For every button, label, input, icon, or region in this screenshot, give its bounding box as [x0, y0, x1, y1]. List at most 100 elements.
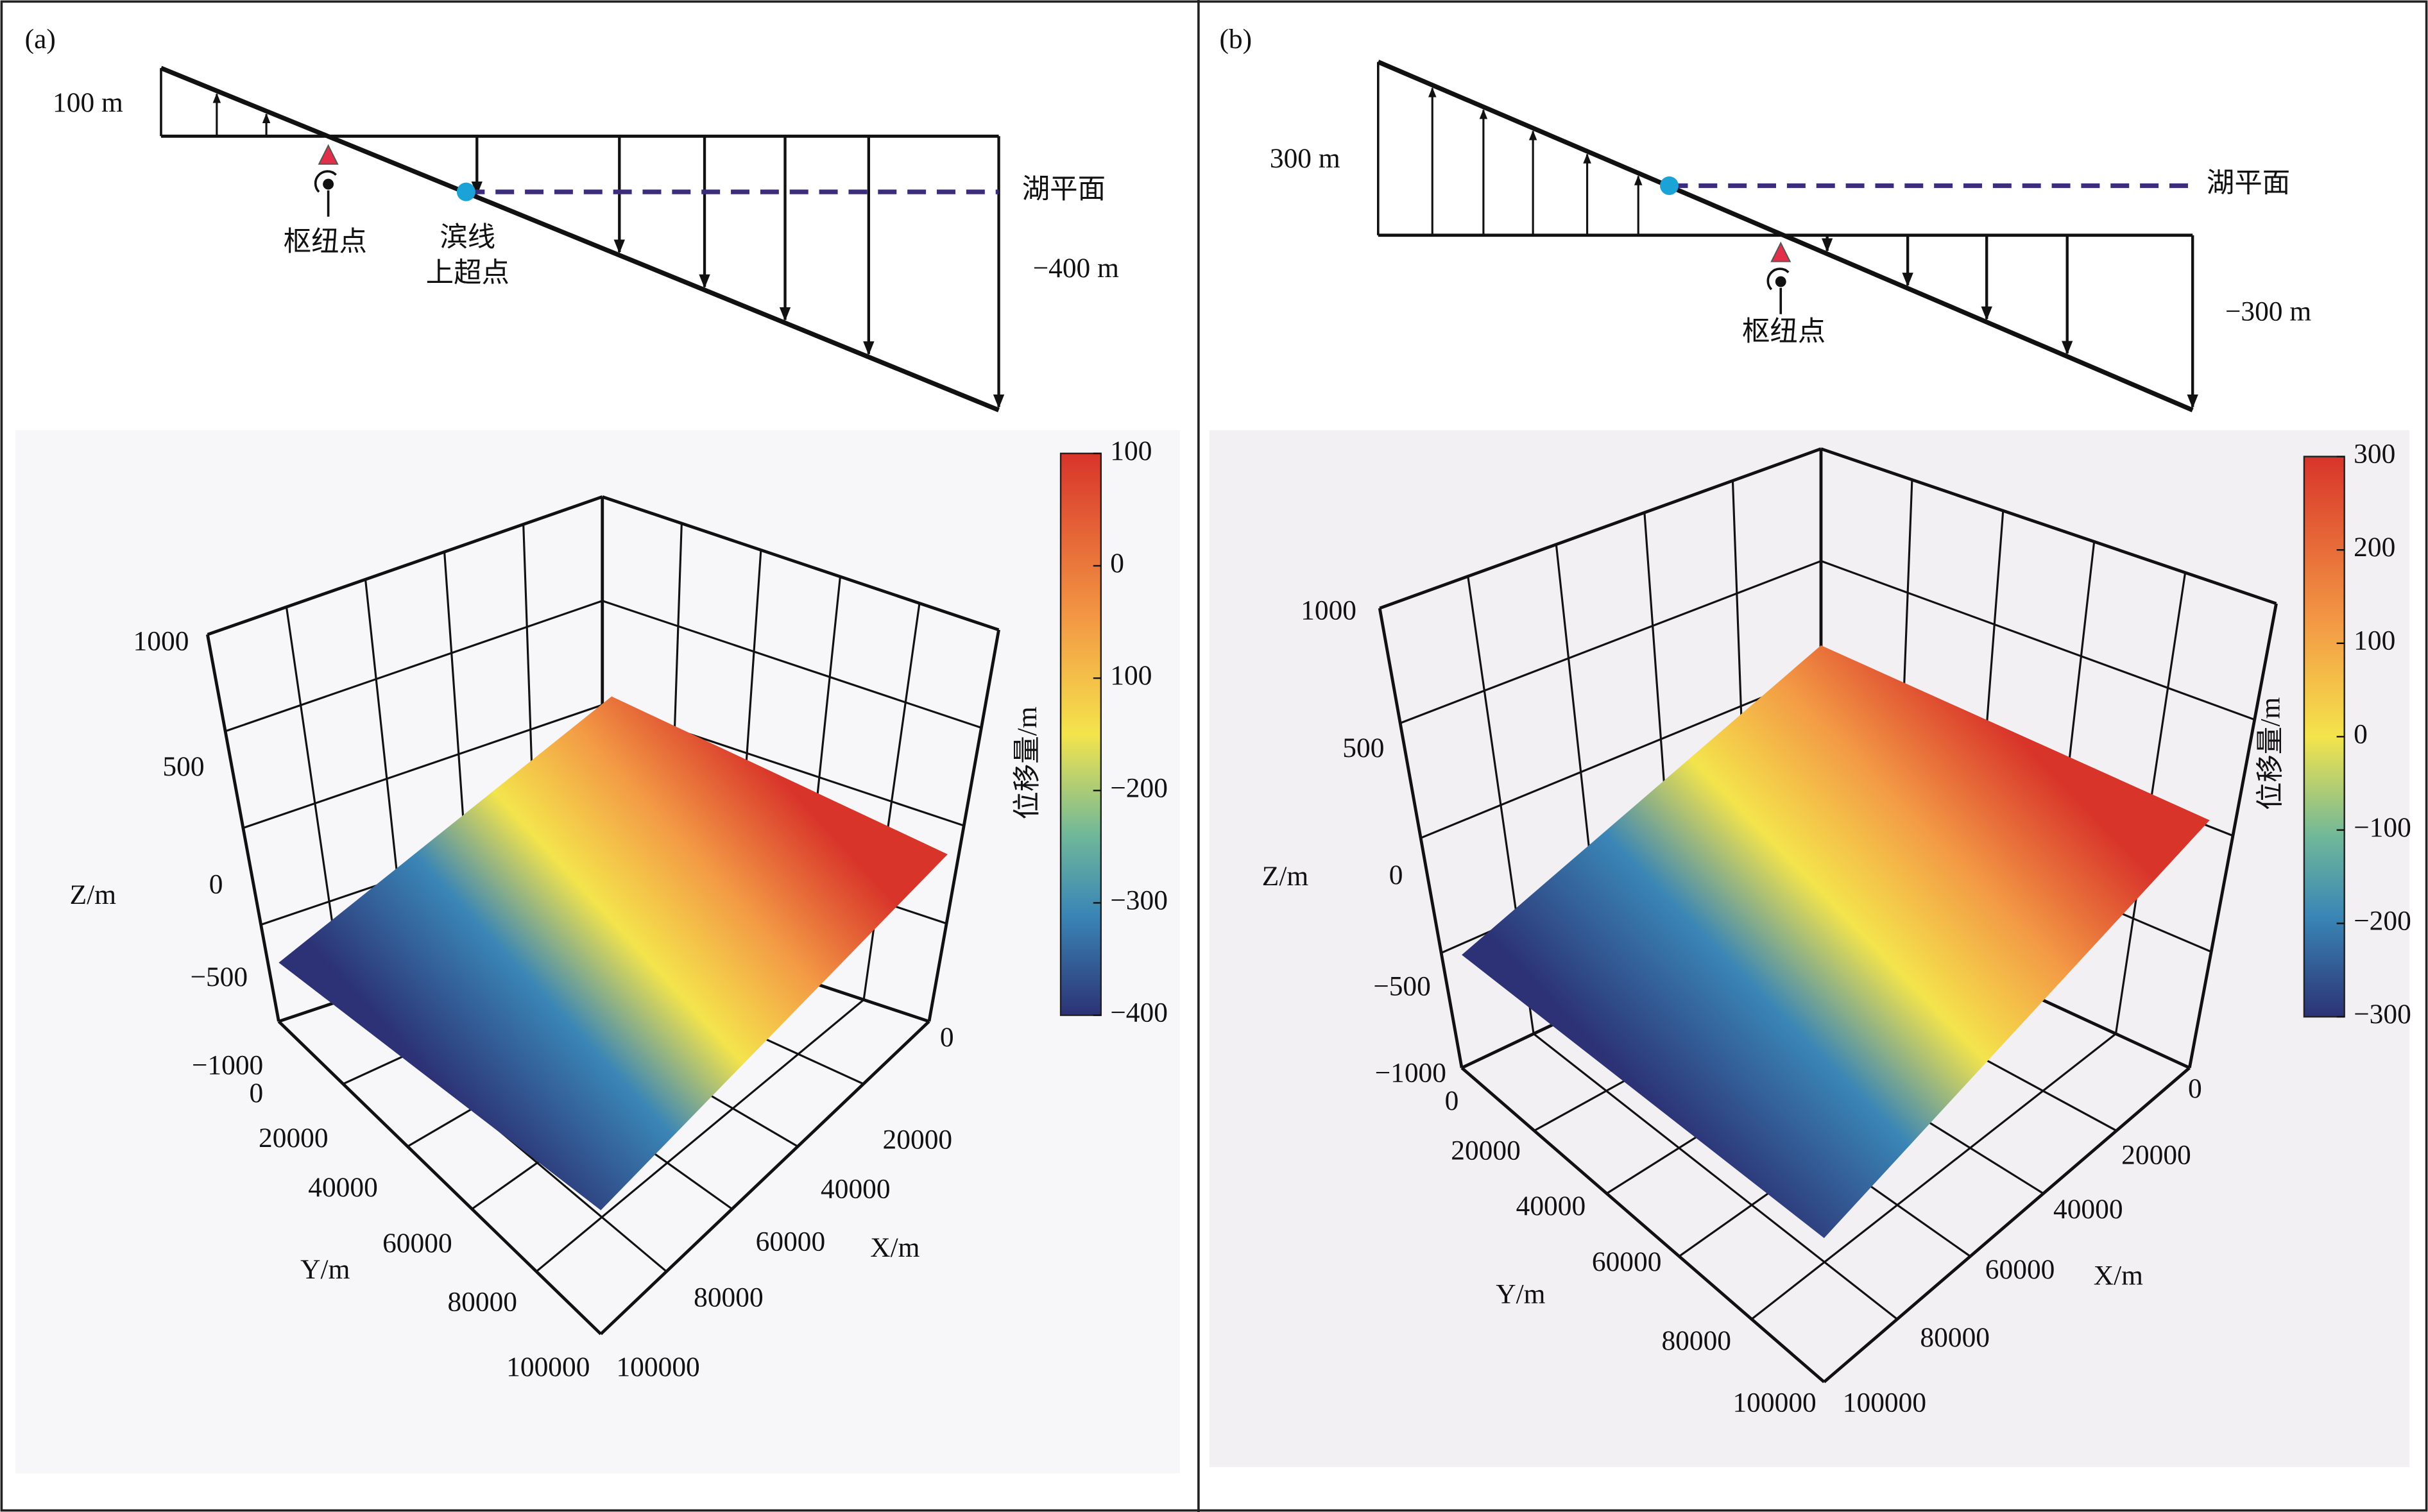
colorbar-tick-label: −200 [2354, 905, 2411, 936]
pivot-icon [323, 178, 334, 190]
x-tick-label: 60000 [1985, 1254, 2055, 1285]
grid-line [1533, 1033, 1898, 1320]
colorbar-tick-label: −200 [1110, 772, 1168, 803]
surface [278, 696, 948, 1210]
colorbar-tick-label: 200 [2354, 532, 2395, 563]
panel-label: (a) [25, 24, 56, 55]
x-axis-label: X/m [870, 1232, 919, 1263]
x-tick-label: 60000 [756, 1227, 826, 1257]
x-tick-label: 0 [940, 1022, 954, 1053]
amplitude-label: 300 m [1270, 143, 1340, 174]
grid-line [1820, 560, 2255, 721]
grid-line [535, 999, 865, 1273]
colorbar-tick-label: 100 [1110, 436, 1152, 466]
surface [1462, 645, 2210, 1238]
z-tick-label: 0 [1389, 860, 1403, 890]
x-tick-label: 80000 [694, 1282, 764, 1312]
y-tick-label: 0 [250, 1078, 264, 1109]
pivot-label: 枢纽点 [284, 226, 367, 257]
y-tick-label: 20000 [259, 1123, 329, 1153]
y-tick-label: 20000 [1451, 1135, 1521, 1166]
colorbar-tick-label: −400 [1110, 998, 1168, 1028]
pivot-marker [318, 144, 339, 165]
axis-line [601, 495, 1000, 632]
z-tick-label: −1000 [192, 1050, 263, 1081]
colorbar-tick-label: −300 [1110, 885, 1168, 915]
z-tick-label: 0 [209, 869, 223, 899]
pivot-icon [1766, 268, 1790, 291]
axis-line [207, 495, 603, 636]
axis-line [2187, 603, 2278, 1069]
colorbar-label: 位移量/m [1012, 706, 1043, 819]
lake-label: 湖平面 [2207, 167, 2290, 198]
x-axis-label: X/m [2094, 1261, 2143, 1291]
colorbar-tick-label: 100 [1110, 660, 1152, 691]
y-tick-label: 80000 [1661, 1325, 1731, 1356]
x-tick-label: 80000 [1920, 1322, 1990, 1353]
x-tick-label: 100000 [1843, 1388, 1926, 1418]
colorbar-tick-label: −300 [2354, 999, 2411, 1030]
x-tick-label: 100000 [616, 1352, 699, 1382]
z-tick-label: 1000 [1301, 595, 1356, 625]
shoreline-point [456, 182, 475, 201]
axis-line [1460, 1066, 1825, 1384]
x-tick-label: 40000 [2053, 1194, 2123, 1225]
axis-line [927, 629, 1000, 1022]
axis-line [277, 1020, 603, 1336]
z-tick-label: −1000 [1375, 1058, 1446, 1089]
colorbar [1059, 452, 1102, 1016]
x-tick-label: 40000 [821, 1174, 891, 1205]
z-tick-label: 500 [162, 751, 204, 782]
pivot-icon [1775, 276, 1786, 287]
y-tick-label: 60000 [382, 1228, 452, 1259]
z-axis-label: Z/m [70, 879, 117, 910]
z-tick-label: −500 [190, 962, 248, 992]
axis-line [206, 634, 280, 1022]
grid-line [602, 600, 982, 729]
grid-line [243, 704, 603, 829]
grid-line [1399, 560, 1822, 724]
y-tick-label: 100000 [506, 1352, 590, 1382]
y-tick-label: 60000 [1592, 1246, 1662, 1277]
colorbar-tick-label: 0 [2354, 718, 2368, 749]
z-tick-label: 1000 [133, 626, 189, 657]
y-tick-label: 40000 [1516, 1191, 1586, 1221]
onlap-label: 上超点 [426, 257, 509, 288]
x-tick-label: 0 [2188, 1073, 2202, 1104]
z-axis-label: Z/m [1262, 861, 1309, 892]
onlap-label: 滨线 [440, 222, 495, 253]
pivot-label: 枢纽点 [1742, 316, 1825, 347]
axis-line [599, 1020, 930, 1336]
colorbar-tick-label: 100 [2354, 625, 2395, 656]
colorbar-tick-label: 0 [1110, 548, 1124, 579]
grid-line [1420, 672, 1822, 839]
axis-line [1823, 1066, 2191, 1384]
y-axis-label: Y/m [1496, 1279, 1545, 1310]
shoreline-point [1660, 176, 1679, 195]
amplitude-label: −300 m [2225, 296, 2311, 327]
axis-line [1378, 607, 1464, 1069]
pivot-icon [314, 170, 337, 193]
x-tick-label: 20000 [883, 1124, 953, 1155]
colorbar-tick-label: −100 [2354, 812, 2411, 843]
x-tick-label: 20000 [2121, 1140, 2191, 1171]
amplitude-label: −400 m [1033, 253, 1119, 284]
colorbar-label: 位移量/m [2255, 697, 2286, 810]
lake-label: 湖平面 [1022, 174, 1106, 205]
axis-line [1379, 447, 1822, 610]
y-tick-label: 100000 [1732, 1388, 1816, 1418]
y-tick-label: 80000 [447, 1287, 517, 1318]
colorbar-tick-label: 300 [2354, 439, 2395, 470]
grid-line [225, 600, 603, 733]
axis-line [1820, 447, 2277, 606]
grid-line [1750, 1033, 2117, 1320]
z-tick-label: −500 [1373, 971, 1431, 1002]
y-tick-label: 0 [1445, 1085, 1459, 1116]
y-tick-label: 40000 [308, 1172, 378, 1203]
z-tick-label: 500 [1342, 733, 1384, 763]
y-axis-label: Y/m [300, 1254, 350, 1285]
pivot-marker [1770, 241, 1791, 262]
slope-line [160, 65, 1000, 412]
amplitude-label: 100 m [53, 87, 123, 118]
